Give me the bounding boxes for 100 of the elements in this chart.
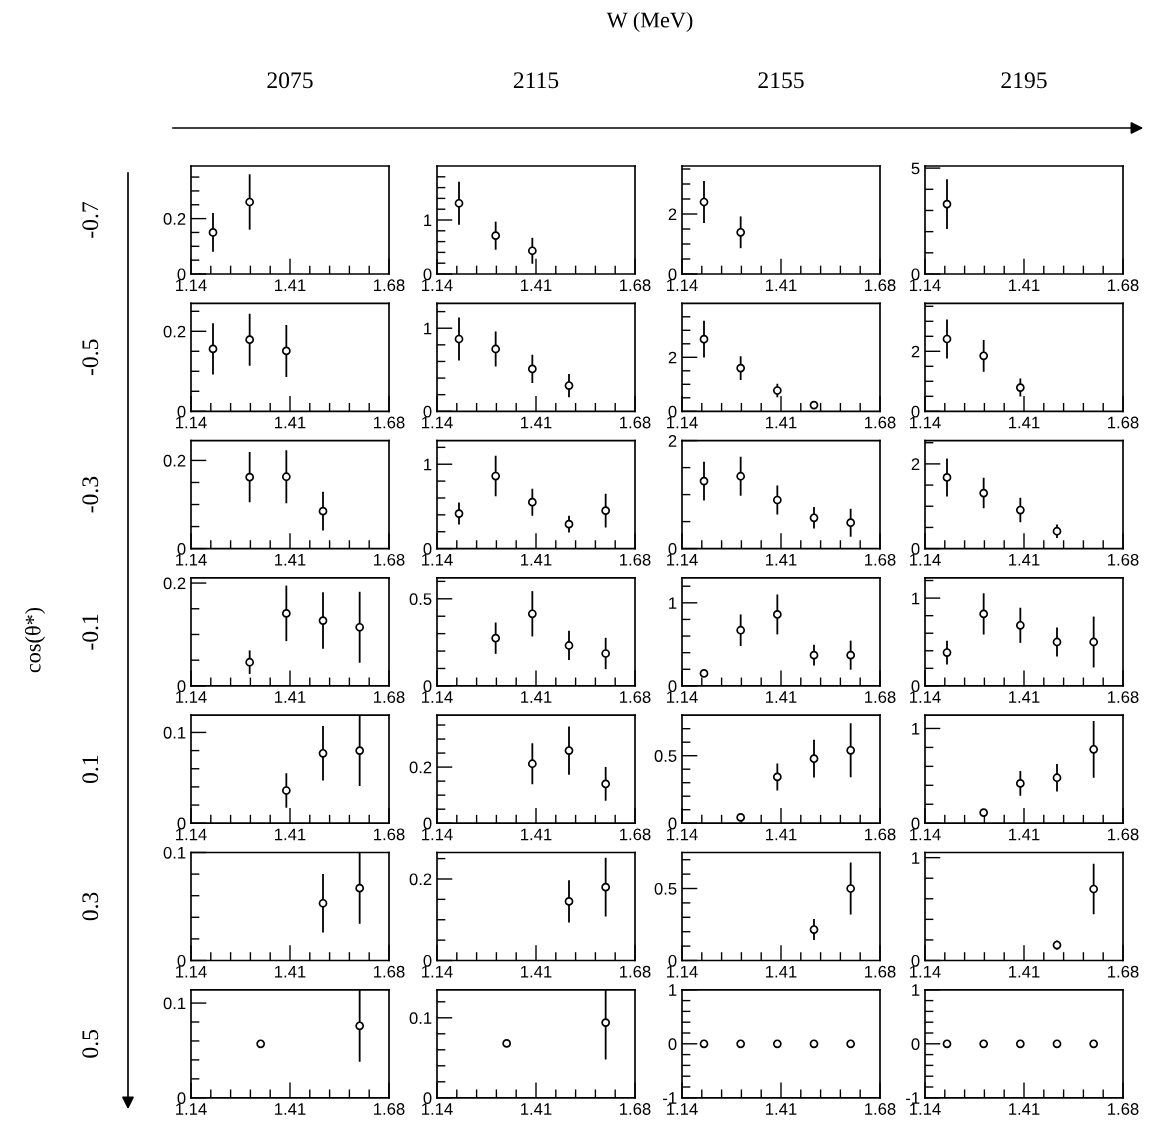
x-tick-label: 1.14 bbox=[667, 1103, 698, 1115]
x-tick-label: 1.68 bbox=[374, 965, 405, 978]
x-tick-label: 1.68 bbox=[374, 1103, 405, 1115]
y-tick-label: 0 bbox=[423, 405, 432, 418]
y-tick-label: 0 bbox=[177, 680, 186, 693]
y-tick-label: 0.5 bbox=[654, 750, 677, 762]
x-tick-label: 1.14 bbox=[910, 965, 941, 978]
x-tick-label: 1.68 bbox=[374, 416, 405, 429]
x-tick-label: 1.41 bbox=[766, 1103, 797, 1115]
x-tick-label: 1.14 bbox=[910, 416, 941, 429]
x-tick-label: 1.68 bbox=[620, 416, 651, 429]
x-tick-label: 1.68 bbox=[865, 1103, 896, 1115]
y-tick-label: 0 bbox=[177, 1092, 186, 1104]
y-tick-label: -1 bbox=[663, 1092, 677, 1104]
y-tick-label: 2 bbox=[911, 458, 920, 470]
y-tick-label: 0.1 bbox=[163, 997, 186, 1010]
y-axis-title: 0.1 bbox=[82, 755, 99, 784]
y-tick-label: 0.2 bbox=[163, 577, 186, 590]
x-tick-label: 1.41 bbox=[766, 691, 797, 703]
y-tick-label: 0 bbox=[423, 954, 432, 967]
y-tick-label: 1 bbox=[424, 458, 432, 471]
y-tick-label: 0.1 bbox=[163, 846, 186, 859]
x-tick-label: 1.14 bbox=[176, 1103, 207, 1115]
x-tick-label: 1.68 bbox=[620, 828, 651, 841]
y-tick-label: 0 bbox=[911, 268, 920, 281]
y-tick-label: 1 bbox=[669, 984, 677, 996]
y-tick-label: 0 bbox=[911, 405, 920, 418]
y-tick-label: 1 bbox=[912, 592, 920, 605]
x-tick-label: 1.68 bbox=[620, 553, 651, 566]
x-tick-label: 1.14 bbox=[422, 828, 453, 841]
y-tick-label: 1 bbox=[424, 214, 432, 227]
x-tick-label: 1.41 bbox=[766, 279, 797, 291]
chart-title: 2075 bbox=[267, 72, 313, 89]
x-tick-label: 1.14 bbox=[667, 279, 698, 291]
x-tick-label: 1.68 bbox=[374, 553, 405, 566]
x-tick-label: 1.68 bbox=[865, 691, 896, 703]
x-tick-label: 1.14 bbox=[667, 416, 698, 429]
y-tick-label: 0 bbox=[668, 954, 677, 967]
y-tick-label: 0.5 bbox=[654, 882, 677, 895]
x-tick-label: 1.41 bbox=[521, 965, 552, 978]
x-tick-label: 1.14 bbox=[910, 1103, 941, 1115]
y-axis-title: 0.5 bbox=[82, 1029, 99, 1058]
x-tick-label: 1.14 bbox=[422, 965, 453, 978]
x-tick-label: 1.41 bbox=[1009, 1103, 1040, 1115]
x-tick-label: 1.41 bbox=[766, 416, 797, 429]
y-tick-label: 1 bbox=[912, 723, 920, 735]
x-tick-label: 1.68 bbox=[374, 828, 405, 841]
y-tick-label: 2 bbox=[668, 435, 677, 447]
x-tick-label: 1.41 bbox=[766, 554, 797, 566]
y-tick-label: 0 bbox=[177, 817, 186, 830]
x-tick-label: 1.68 bbox=[1108, 553, 1139, 566]
y-tick-label: 0 bbox=[668, 405, 677, 418]
chart-title: 2155 bbox=[758, 72, 804, 89]
x-tick-label: 1.14 bbox=[910, 828, 941, 841]
x-tick-label: 1.41 bbox=[275, 828, 306, 841]
y-tick-label: 1 bbox=[424, 322, 432, 335]
x-tick-label: 1.14 bbox=[176, 416, 207, 429]
x-tick-label: 1.41 bbox=[1009, 554, 1040, 566]
x-tick-label: 1.14 bbox=[176, 691, 207, 703]
y-tick-label: 5 bbox=[911, 162, 920, 175]
x-tick-label: 1.68 bbox=[865, 553, 896, 566]
y-tick-label: 2 bbox=[911, 345, 920, 358]
y-axis-title: -0.5 bbox=[82, 339, 99, 376]
y-tick-label: 0 bbox=[911, 817, 920, 830]
y-tick-label: 0.1 bbox=[409, 1012, 432, 1024]
x-tick-label: 1.41 bbox=[766, 965, 797, 978]
x-tick-label: 1.14 bbox=[910, 554, 941, 566]
chart-title: 2115 bbox=[513, 72, 559, 89]
y-tick-label: 0 bbox=[668, 1038, 677, 1050]
x-tick-label: 1.14 bbox=[422, 1103, 453, 1115]
x-tick-label: 1.68 bbox=[1108, 691, 1139, 703]
y-tick-label: 0.2 bbox=[409, 873, 432, 886]
y-tick-label: 0 bbox=[423, 1092, 432, 1104]
text: cos(θ*) bbox=[24, 607, 46, 673]
y-tick-label: 0 bbox=[668, 543, 677, 555]
y-tick-label: 0 bbox=[668, 817, 677, 830]
x-tick-label: 1.14 bbox=[176, 965, 207, 978]
y-tick-label: 0 bbox=[911, 543, 920, 555]
x-tick-label: 1.41 bbox=[521, 828, 552, 841]
x-tick-label: 1.68 bbox=[865, 279, 896, 292]
y-tick-label: 2 bbox=[668, 208, 677, 221]
y-tick-label: 0 bbox=[423, 268, 432, 281]
y-tick-label: 0 bbox=[423, 543, 432, 555]
chart-title: 2195 bbox=[1001, 72, 1047, 89]
y-tick-label: 0 bbox=[668, 680, 677, 693]
x-tick-label: 1.68 bbox=[374, 691, 405, 703]
x-tick-label: 1.14 bbox=[910, 691, 941, 703]
x-tick-label: 1.14 bbox=[667, 828, 698, 841]
x-tick-label: 1.41 bbox=[521, 279, 552, 291]
y-tick-label: 1 bbox=[912, 984, 920, 996]
y-axis-title: -0.7 bbox=[82, 201, 99, 238]
x-tick-label: 1.41 bbox=[1009, 279, 1040, 291]
y-tick-label: 0 bbox=[911, 1038, 920, 1050]
x-tick-label: 1.68 bbox=[1108, 828, 1139, 841]
x-tick-label: 1.68 bbox=[865, 965, 896, 978]
x-tick-label: 1.41 bbox=[521, 1103, 552, 1115]
text: W (MeV) bbox=[606, 11, 693, 33]
x-tick-label: 1.41 bbox=[275, 965, 306, 978]
y-tick-label: 0.1 bbox=[163, 726, 186, 739]
y-tick-label: -1 bbox=[906, 1092, 920, 1104]
